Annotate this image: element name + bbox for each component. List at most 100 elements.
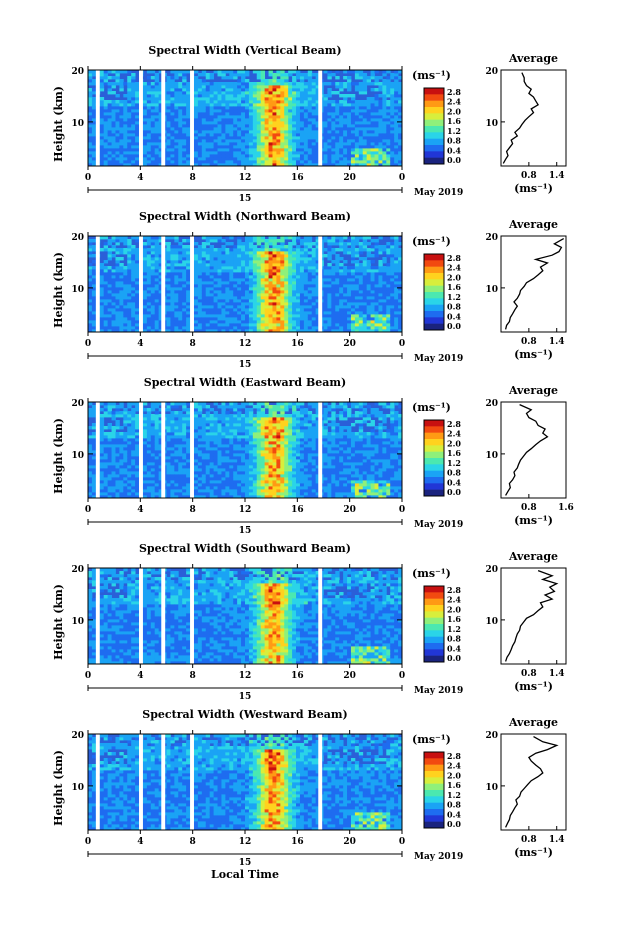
heatmap-cell (150, 278, 156, 282)
heatmap-cell (111, 320, 116, 324)
heatmap-cell (323, 329, 328, 333)
heatmap-cell (150, 106, 156, 110)
heatmap-cell (209, 290, 215, 294)
heatmap-cell (217, 100, 222, 104)
colorbar-segment (424, 119, 444, 127)
heatmap-cell (280, 326, 285, 330)
heatmap-cell (158, 248, 163, 252)
heatmap-cell (209, 151, 215, 155)
heatmap-cell (366, 109, 372, 113)
heatmap-cell (327, 263, 332, 267)
heatmap-cell (193, 118, 199, 122)
heatmap-cell (335, 314, 340, 318)
heatmap-cell (111, 85, 116, 89)
heatmap-cell (248, 130, 254, 134)
heatmap-cell (197, 284, 203, 288)
heatmap-cell (225, 257, 230, 261)
heatmap-cell (146, 290, 152, 294)
heatmap-cell (370, 73, 375, 77)
heatmap-cell (217, 290, 222, 294)
heatmap-cell (272, 133, 277, 137)
heatmap-cell (217, 299, 222, 303)
heatmap-cell (193, 97, 199, 101)
heatmap-cell (123, 299, 128, 303)
heatmap-cell (174, 85, 179, 89)
heatmap-cell (366, 160, 372, 164)
heatmap-cell (193, 278, 199, 282)
heatmap-cell (209, 281, 215, 285)
heatmap-cell (284, 97, 289, 101)
heatmap-cell (166, 296, 171, 300)
heatmap-cell (182, 296, 187, 300)
heatmap-cell (299, 103, 305, 107)
heatmap-cell (252, 245, 258, 249)
heatmap-cell (205, 296, 211, 300)
heatmap-cell (248, 124, 254, 128)
heatmap-cell (119, 118, 124, 122)
heatmap-cell (394, 278, 399, 282)
heatmap-cell (127, 248, 132, 252)
heatmap-cell (111, 305, 116, 309)
heatmap-cell (158, 133, 163, 137)
heatmap-cell (303, 254, 309, 258)
heatmap-cell (390, 308, 395, 312)
heatmap-cell (248, 257, 254, 261)
heatmap-cell (339, 163, 344, 167)
heatmap-cell (103, 157, 109, 161)
heatmap-cell (370, 118, 375, 122)
heatmap-cell (276, 100, 281, 104)
heatmap-cell (256, 100, 262, 104)
heatmap-cell (248, 121, 254, 125)
heatmap-cell (107, 70, 112, 74)
heatmap-cell (335, 299, 340, 303)
heatmap-cell (303, 308, 309, 312)
heatmap-cell (193, 329, 199, 333)
heatmap-cell (99, 157, 105, 161)
heatmap-cell (103, 281, 109, 285)
heatmap-cell (386, 130, 391, 134)
heatmap-cell (292, 239, 297, 243)
heatmap-cell (347, 118, 352, 122)
heatmap-cell (237, 293, 242, 297)
heatmap-cell (347, 79, 352, 83)
heatmap-cell (280, 257, 285, 261)
heatmap-cell (115, 269, 120, 273)
heatmap-cell (303, 257, 309, 261)
heatmap-cell (99, 495, 105, 499)
heatmap-cell (186, 160, 191, 164)
heatmap-cell (284, 308, 289, 312)
heatmap-cell (241, 70, 246, 74)
heatmap-cell (311, 299, 317, 303)
heatmap-cell (339, 302, 344, 306)
heatmap-cell (142, 163, 148, 167)
heatmap-cell (107, 314, 112, 318)
heatmap-cell (241, 296, 246, 300)
colorbar-tick-label: 0.4 (447, 311, 461, 321)
heatmap-cell (398, 133, 403, 137)
heatmap-cell (362, 139, 368, 143)
heatmap-cell (213, 124, 218, 128)
heatmap-cell (299, 124, 305, 128)
heatmap-cell (264, 251, 269, 255)
heatmap-cell (154, 139, 160, 143)
heatmap-cell (127, 79, 132, 83)
heatmap-cell (111, 157, 116, 161)
heatmap-cell (260, 263, 266, 267)
heatmap-cell (221, 142, 226, 146)
heatmap-cell (307, 245, 313, 249)
heatmap-cell (197, 115, 203, 119)
heatmap-cell (323, 317, 328, 321)
heatmap-cell (358, 121, 364, 125)
heatmap-cell (150, 296, 156, 300)
heatmap-cell (284, 296, 289, 300)
heatmap-cell (315, 320, 320, 324)
heatmap-cell (91, 260, 97, 264)
heatmap-cell (158, 245, 163, 249)
heatmap-cell (225, 154, 230, 158)
heatmap-cell (186, 82, 191, 86)
heatmap-cell (123, 296, 128, 300)
heatmap-cell (146, 133, 152, 137)
heatmap-cell (347, 163, 352, 167)
heatmap-cell (366, 287, 372, 291)
heatmap-cell (292, 100, 297, 104)
